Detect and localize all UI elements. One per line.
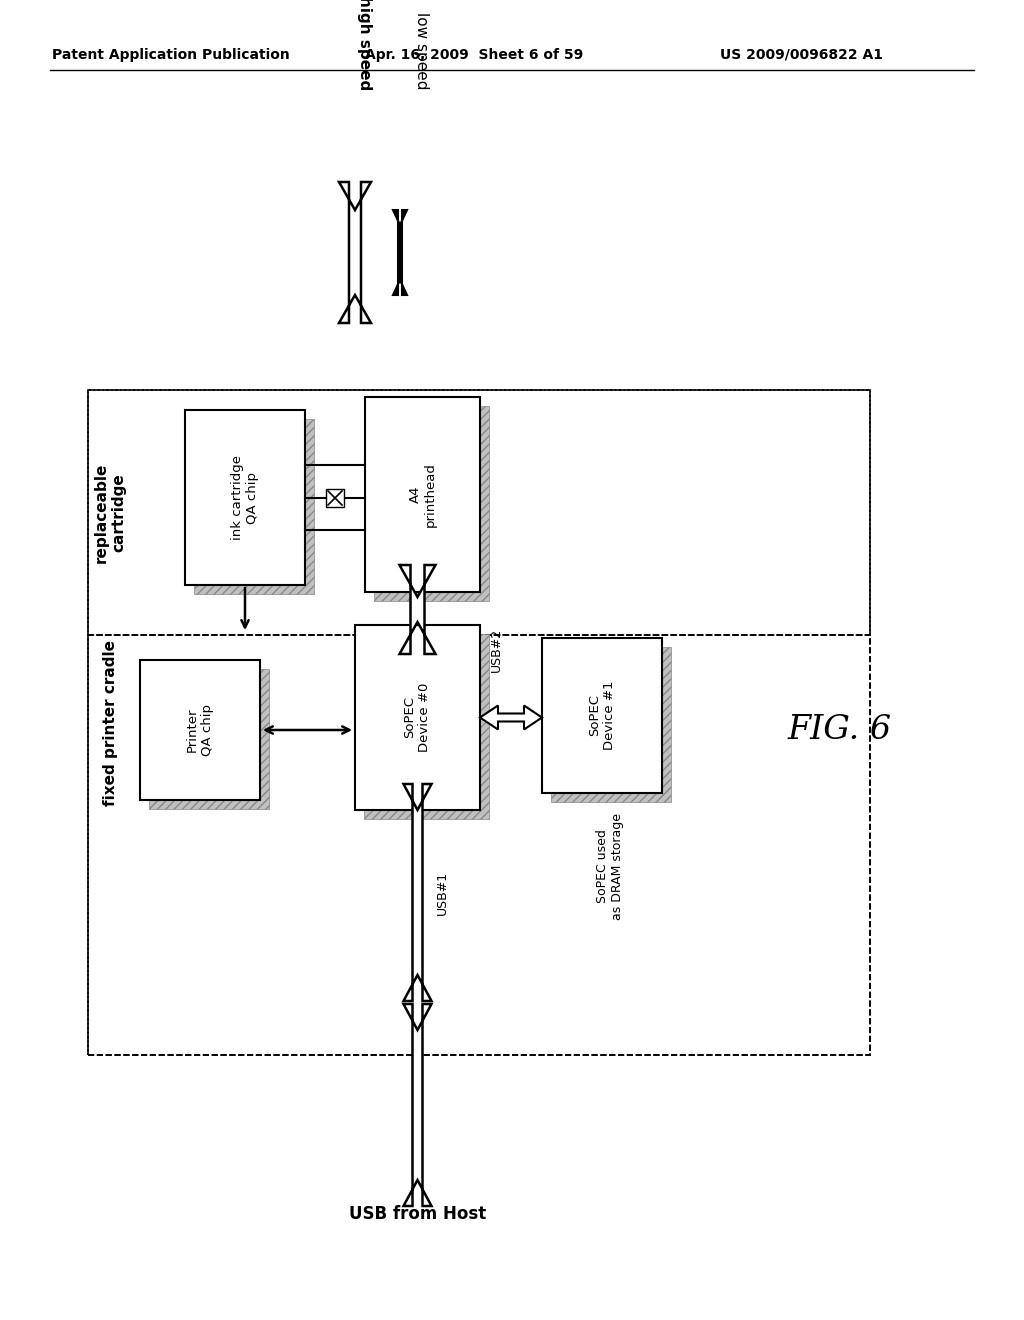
Bar [551, 647, 671, 803]
Text: low speed: low speed [414, 12, 429, 90]
Text: replaceable
cartridge: replaceable cartridge [94, 462, 126, 562]
Text: USB from Host: USB from Host [349, 1205, 486, 1224]
Bar [355, 624, 480, 810]
Polygon shape [399, 565, 435, 653]
Bar [364, 634, 489, 818]
Text: FIG. 6: FIG. 6 [787, 714, 892, 746]
Text: SoPEC
Device #1: SoPEC Device #1 [588, 681, 616, 750]
Bar [194, 418, 314, 594]
Bar [150, 669, 269, 809]
Text: SoPEC used
as DRAM storage: SoPEC used as DRAM storage [596, 813, 624, 920]
Polygon shape [339, 182, 371, 323]
Bar [365, 397, 480, 591]
Text: Printer
QA chip: Printer QA chip [186, 704, 214, 756]
Text: Apr. 16, 2009  Sheet 6 of 59: Apr. 16, 2009 Sheet 6 of 59 [365, 48, 584, 62]
Polygon shape [393, 210, 407, 294]
Text: USB#2: USB#2 [490, 628, 503, 672]
Text: ink cartridge
QA chip: ink cartridge QA chip [231, 455, 259, 540]
Bar [542, 638, 662, 793]
Text: USB#1: USB#1 [435, 870, 449, 915]
Bar [326, 488, 344, 507]
Bar [88, 389, 870, 1055]
Bar [88, 389, 870, 635]
Text: Patent Application Publication: Patent Application Publication [52, 48, 290, 62]
Polygon shape [480, 705, 542, 730]
Text: high speed: high speed [357, 0, 372, 90]
Text: US 2009/0096822 A1: US 2009/0096822 A1 [720, 48, 883, 62]
Text: fixed printer cradle: fixed printer cradle [102, 639, 118, 805]
Bar [185, 411, 305, 585]
Bar [88, 635, 870, 1055]
Bar [140, 660, 260, 800]
Bar [374, 407, 489, 601]
Text: A4
printhead: A4 printhead [409, 462, 436, 527]
Text: SoPEC
Device #0: SoPEC Device #0 [403, 682, 431, 752]
Polygon shape [403, 784, 431, 1001]
Polygon shape [403, 1005, 431, 1206]
